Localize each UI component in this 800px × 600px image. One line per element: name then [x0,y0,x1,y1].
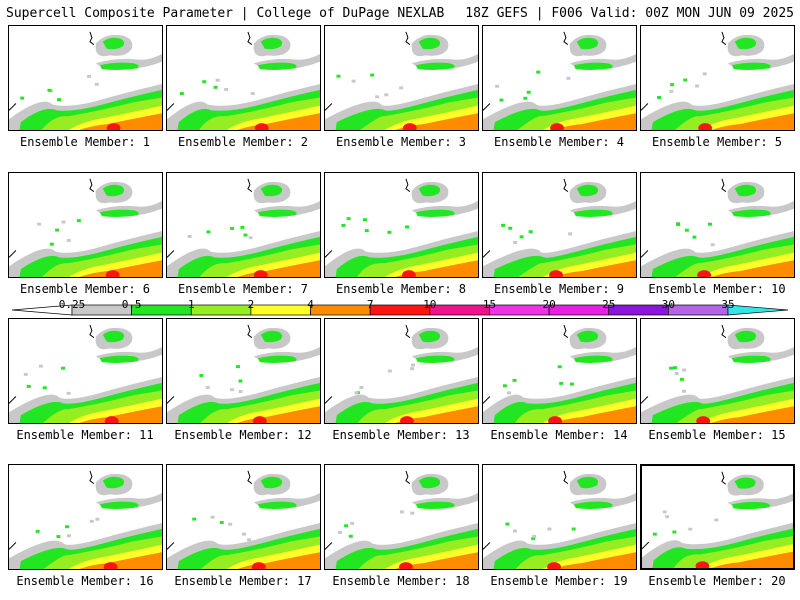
ensemble-member-label: Ensemble Member: 13 [332,428,470,442]
ensemble-member-label: Ensemble Member: 17 [174,574,312,588]
ensemble-member-map[interactable] [482,318,637,424]
ensemble-member-label: Ensemble Member: 18 [332,574,470,588]
color-scale-bar [12,304,788,316]
colorbar-tick-label: 2 [247,298,255,311]
scp-field-map [325,470,478,569]
ensemble-member-label: Ensemble Member: 14 [490,428,628,442]
colorbar-tick-label: 10 [423,298,437,311]
scp-field-map [9,178,162,277]
colorbar-segment [250,304,311,316]
ensemble-member-label: Ensemble Member: 11 [16,428,154,442]
colorbar-segment [190,304,252,316]
colorbar-segment [608,304,669,316]
scp-field-map [9,324,162,423]
ensemble-member-map[interactable] [640,464,795,570]
ensemble-member-map[interactable] [166,464,321,570]
colorbar-tick-label: 30 [661,298,675,311]
scp-field-map [325,178,478,277]
ensemble-member-map[interactable] [324,25,479,131]
ensemble-member-map[interactable] [324,172,479,278]
scp-field-map [167,470,320,569]
ensemble-member-map[interactable] [640,318,795,424]
scp-field-map [641,31,794,130]
ensemble-member-label: Ensemble Member: 12 [174,428,312,442]
ensemble-member-map[interactable] [8,25,163,131]
colorbar-tick-label: 0.5 [121,298,142,311]
ensemble-member-map[interactable] [640,25,795,131]
scp-field-map [641,324,794,423]
ensemble-member-label: Ensemble Member: 15 [648,428,786,442]
ensemble-member-label: Ensemble Member: 4 [493,135,625,149]
colorbar-segment [668,304,729,316]
ensemble-member-label: Ensemble Member: 8 [335,282,467,296]
ensemble-member-label: Ensemble Member: 6 [19,282,151,296]
map-title: Supercell Composite Parameter | College … [6,6,445,21]
scp-field-map [641,178,794,277]
scp-field-map [642,471,793,568]
ensemble-member-map[interactable] [8,464,163,570]
colorbar-segment [489,304,550,316]
colorbar-tick-label: 1 [187,298,195,311]
scp-field-map [325,31,478,130]
model-valid-time: 18Z GEFS | F006 Valid: 00Z MON JUN 09 20… [465,6,794,21]
ensemble-member-map[interactable] [166,172,321,278]
ensemble-member-label: Ensemble Member: 16 [16,574,154,588]
colorbar-tick-label: 35 [721,298,735,311]
ensemble-member-map[interactable] [482,25,637,131]
scp-field-map [9,470,162,569]
ensemble-member-label: Ensemble Member: 10 [648,282,786,296]
scp-field-map [483,470,636,569]
ensemble-member-label: Ensemble Member: 7 [177,282,309,296]
colorbar-segment [369,304,431,316]
ensemble-member-label: Ensemble Member: 2 [177,135,309,149]
colorbar-tick-label: 7 [366,298,374,311]
ensemble-member-map[interactable] [640,172,795,278]
scp-field-map [167,178,320,277]
ensemble-member-label: Ensemble Member: 9 [493,282,625,296]
scp-field-map [325,324,478,423]
scp-field-map [483,31,636,130]
colorbar-tick-label: 0.25 [58,298,86,311]
ensemble-member-map[interactable] [8,172,163,278]
colorbar-tick-label: 15 [482,298,497,311]
colorbar-tick-label: 25 [602,298,616,311]
ensemble-member-label: Ensemble Member: 19 [490,574,628,588]
colorbar-tick-label: 20 [542,298,556,311]
ensemble-member-label: Ensemble Member: 3 [335,135,467,149]
colorbar-segment [310,304,371,316]
ensemble-member-map[interactable] [482,464,637,570]
colorbar-segment [429,304,490,316]
scp-field-map [167,324,320,423]
scp-field-map [167,31,320,130]
ensemble-member-label: Ensemble Member: 5 [651,135,783,149]
ensemble-member-label: Ensemble Member: 20 [648,574,786,588]
scp-field-map [483,324,636,423]
scp-field-map [9,31,162,130]
colorbar-tick-label: 4 [307,298,314,311]
ensemble-member-map[interactable] [166,25,321,131]
ensemble-member-map[interactable] [482,172,637,278]
scp-field-map [483,178,636,277]
colorbar-segment [548,304,610,316]
colorbar-segment [727,304,788,316]
ensemble-member-map[interactable] [8,318,163,424]
ensemble-member-map[interactable] [166,318,321,424]
ensemble-member-map[interactable] [324,464,479,570]
ensemble-member-map[interactable] [324,318,479,424]
ensemble-member-label: Ensemble Member: 1 [19,135,151,149]
